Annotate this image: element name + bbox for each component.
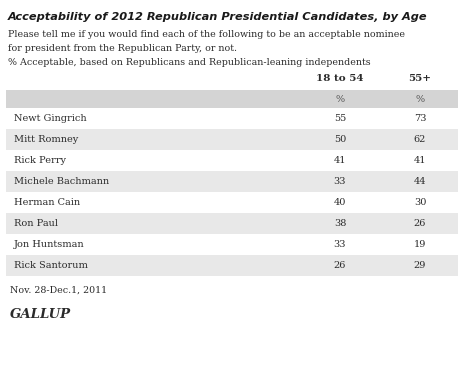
Bar: [6, 213, 457, 234]
Text: Jon Huntsman: Jon Huntsman: [14, 240, 84, 249]
Text: 19: 19: [413, 240, 425, 249]
Text: 26: 26: [413, 219, 425, 228]
Text: 18 to 54: 18 to 54: [316, 74, 363, 83]
Text: Newt Gingrich: Newt Gingrich: [14, 114, 87, 123]
Text: 41: 41: [333, 156, 345, 165]
Text: 33: 33: [333, 177, 345, 186]
Text: 55+: 55+: [407, 74, 431, 83]
Bar: [6, 129, 457, 150]
Text: 38: 38: [333, 219, 345, 228]
Text: 40: 40: [333, 198, 345, 207]
Text: 33: 33: [333, 240, 345, 249]
Text: Nov. 28-Dec.1, 2011: Nov. 28-Dec.1, 2011: [10, 286, 107, 295]
Text: Rick Santorum: Rick Santorum: [14, 261, 88, 270]
Text: for president from the Republican Party, or not.: for president from the Republican Party,…: [8, 44, 237, 53]
Text: %: %: [414, 94, 424, 104]
Text: 55: 55: [333, 114, 345, 123]
Bar: [6, 171, 457, 192]
Text: % Acceptable, based on Republicans and Republican-leaning independents: % Acceptable, based on Republicans and R…: [8, 58, 370, 67]
Text: GALLUP: GALLUP: [10, 308, 71, 321]
Text: Herman Cain: Herman Cain: [14, 198, 80, 207]
Text: Please tell me if you would find each of the following to be an acceptable nomin: Please tell me if you would find each of…: [8, 30, 404, 39]
Text: 50: 50: [333, 135, 345, 144]
Text: 26: 26: [333, 261, 345, 270]
Text: Michele Bachmann: Michele Bachmann: [14, 177, 109, 186]
Text: 73: 73: [413, 114, 425, 123]
Text: 29: 29: [413, 261, 425, 270]
Bar: [6, 255, 457, 276]
Text: Mitt Romney: Mitt Romney: [14, 135, 78, 144]
Bar: [6, 90, 457, 108]
Text: 41: 41: [413, 156, 425, 165]
Text: Acceptability of 2012 Republican Presidential Candidates, by Age: Acceptability of 2012 Republican Preside…: [8, 12, 427, 22]
Text: Rick Perry: Rick Perry: [14, 156, 66, 165]
Text: Ron Paul: Ron Paul: [14, 219, 58, 228]
Text: %: %: [335, 94, 344, 104]
Text: 30: 30: [413, 198, 425, 207]
Text: 44: 44: [413, 177, 425, 186]
Text: 62: 62: [413, 135, 425, 144]
